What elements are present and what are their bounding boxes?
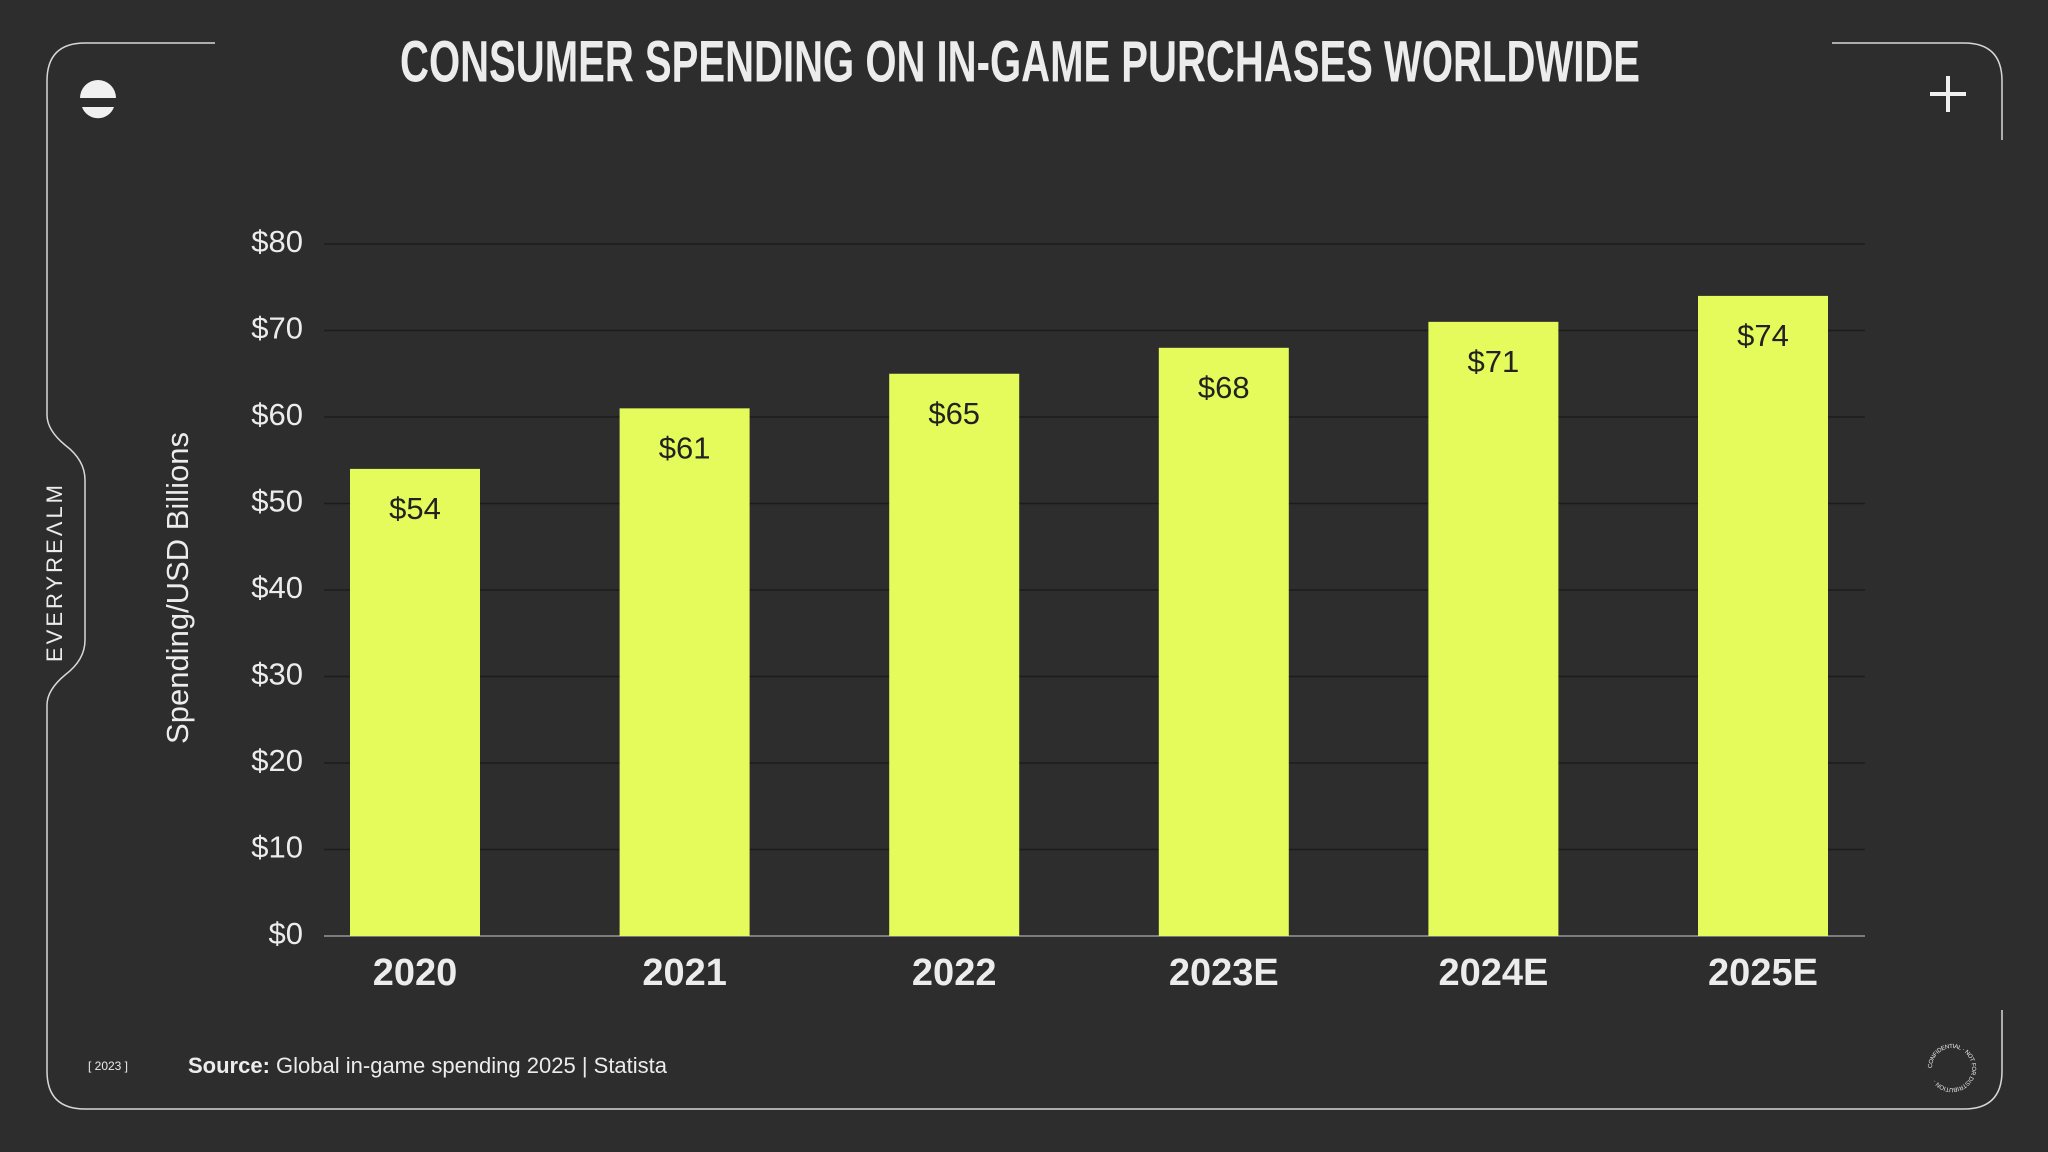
y-tick-label: $30 (251, 657, 303, 692)
source-label: Source: (188, 1053, 270, 1078)
y-tick-label: $0 (269, 916, 303, 951)
bar (350, 468, 480, 936)
chart-title: CONSUMER SPENDING ON IN-GAME PURCHASES W… (400, 29, 1640, 94)
value-label: $74 (1737, 318, 1789, 353)
bar (619, 408, 750, 937)
y-tick-label: $20 (251, 743, 303, 778)
x-tick-label: 2022 (912, 952, 997, 994)
y-tick-label: $40 (251, 570, 303, 605)
y-tick-label: $10 (251, 830, 303, 865)
frame (46, 42, 2003, 1110)
plot: $0 $10 $20 $30 $40 $50 $60 $70 $80 2020 $54 2021 $61… (251, 224, 1865, 994)
bar (889, 373, 1020, 936)
x-tick-label: 2025E (1708, 952, 1818, 994)
source: Source: Global in-game spending 2025 | S… (188, 1053, 668, 1078)
x-tick-label: 2024E (1438, 952, 1548, 994)
x-tick-label: 2021 (642, 952, 727, 994)
y-tick-label: $70 (251, 311, 303, 346)
y-tick-label: $60 (251, 397, 303, 432)
value-label: $68 (1198, 370, 1250, 405)
bar (1428, 321, 1559, 937)
value-label: $65 (928, 396, 980, 431)
logo (80, 80, 116, 119)
x-tick-label: 2023E (1169, 952, 1279, 994)
value-label: $61 (659, 431, 711, 466)
plus-icon (1930, 76, 1966, 112)
brand: EVERYREΛLM (42, 482, 67, 662)
source-text: Global in-game spending 2025 | Statista (276, 1053, 668, 1078)
y-axis-label: Spending/USD Billions (160, 432, 195, 744)
year-tag: [ 2023 ] (88, 1059, 128, 1073)
y-tick-label: $80 (251, 224, 303, 259)
x-tick-label: 2020 (373, 952, 458, 994)
y-tick-label: $50 (251, 484, 303, 519)
value-label: $71 (1468, 344, 1520, 379)
bar (1158, 347, 1289, 936)
value-label: $54 (389, 491, 441, 526)
bar (1698, 295, 1828, 936)
